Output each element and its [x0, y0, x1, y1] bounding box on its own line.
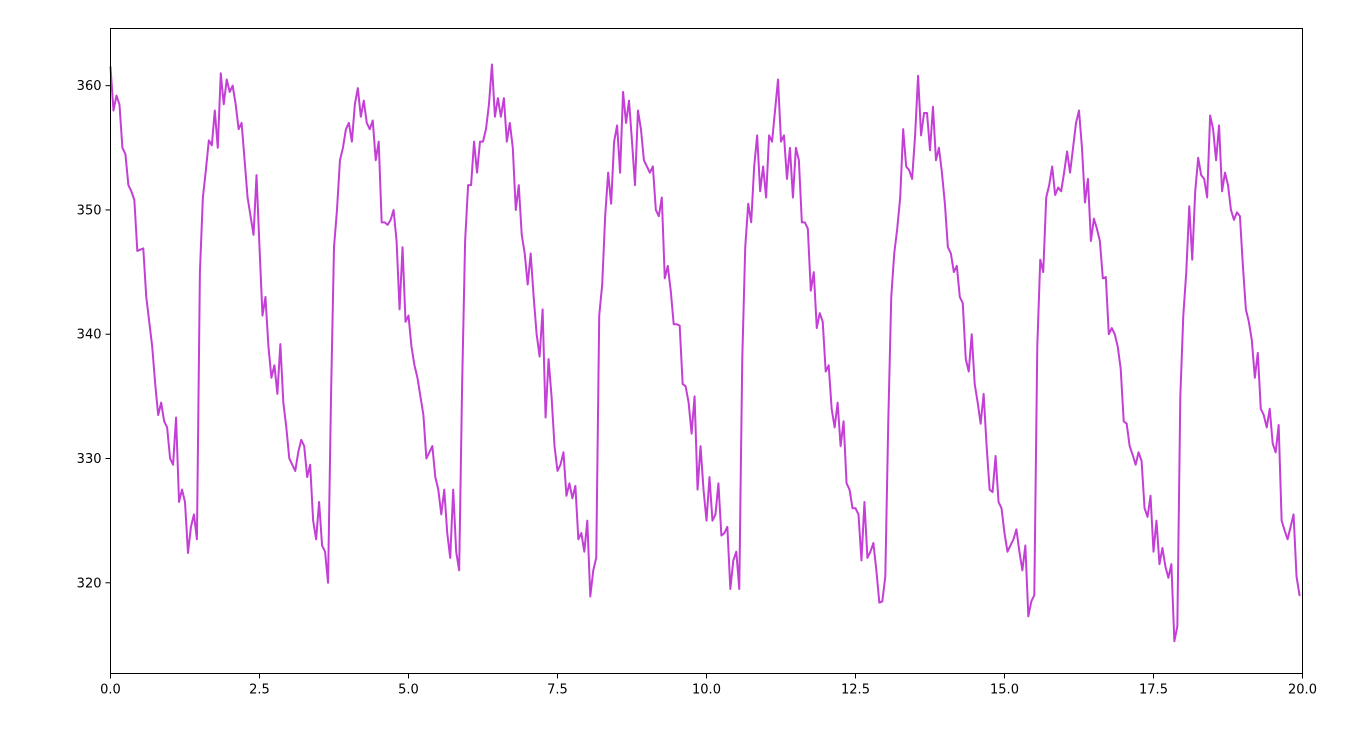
- x-tick-label: 17.5: [1139, 683, 1168, 698]
- y-tick-label: 350: [77, 203, 102, 218]
- y-tick-label: 360: [77, 79, 102, 94]
- x-tick-label: 0.0: [100, 683, 121, 698]
- x-axis: 0.0 2.5 5.0 7.5 10.0 12.5 15.0 17.5 20.0: [100, 673, 1317, 698]
- y-tick-label: 340: [77, 328, 102, 343]
- x-tick-label: 10.0: [692, 683, 721, 698]
- x-tick-label: 5.0: [398, 683, 419, 698]
- x-tick-label: 20.0: [1288, 683, 1317, 698]
- plot-area: [109, 63, 1301, 643]
- x-tick-label: 15.0: [990, 683, 1019, 698]
- y-axis: 320 330 340 350 360: [77, 79, 111, 591]
- y-tick-label: 320: [77, 576, 102, 591]
- series-line-0: [109, 63, 1301, 643]
- y-tick-label: 330: [77, 452, 102, 467]
- x-tick-label: 2.5: [249, 683, 270, 698]
- x-tick-label: 7.5: [547, 683, 568, 698]
- x-tick-label: 12.5: [841, 683, 870, 698]
- plot-frame: [110, 28, 1303, 674]
